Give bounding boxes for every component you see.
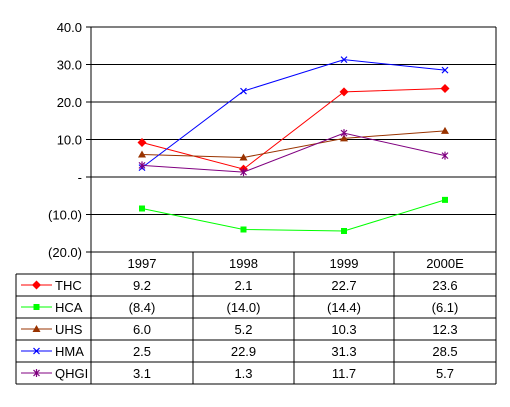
y-tick-labels: 40.0 30.0 20.0 10.0 - (10.0) (20.0): [48, 20, 82, 260]
y-tick-label: (10.0): [48, 208, 82, 223]
legend-marker-thc: [32, 280, 41, 290]
legend-label-hma: HMA: [55, 344, 84, 359]
legend-label-thc: THC: [55, 278, 82, 293]
legend-label-uhs: UHS: [55, 322, 83, 337]
data-label-qhgi: 1.3: [234, 366, 252, 381]
y-tick-label: 10.0: [57, 133, 82, 148]
gridlines: [91, 26, 496, 253]
data-point-uhs: [441, 126, 449, 134]
data-label-hca: (6.1): [432, 300, 459, 315]
data-label-qhgi: 5.7: [436, 366, 454, 381]
data-point-hca: [341, 228, 347, 234]
data-point-thc: [440, 84, 450, 93]
data-point-uhs: [340, 134, 348, 142]
legend-marker-uhs: [32, 325, 41, 332]
data-label-uhs: 5.2: [234, 322, 252, 337]
data-label-thc: 2.1: [234, 278, 252, 293]
legend-marker-hma: [33, 347, 40, 355]
category-label: 1998: [229, 256, 258, 271]
data-point-uhs: [138, 150, 146, 158]
legend-label-qhgi: QHGI: [55, 366, 88, 381]
data-point-qhgi: [441, 151, 449, 160]
category-label: 1997: [128, 256, 157, 271]
data-point-hca: [139, 205, 145, 212]
data-point-uhs: [239, 153, 248, 161]
data-label-thc: 9.2: [133, 278, 151, 293]
series-line-hca: [141, 199, 446, 232]
data-point-qhgi: [138, 161, 146, 170]
series-line-thc: [141, 88, 446, 170]
data-table: 1997 1998 1999 2000E THC 9.2 2.1 22.7 23.6 HCA (8.…: [15, 251, 497, 385]
axes: [86, 26, 497, 253]
y-tick-label: 30.0: [57, 58, 82, 73]
data-label-hca: (8.4): [129, 300, 156, 315]
legend-label-hca: HCA: [55, 300, 83, 315]
data-point-qhgi: [240, 168, 247, 177]
series-line-qhgi: [141, 132, 446, 173]
y-tick-label: (20.0): [48, 245, 82, 260]
data-label-qhgi: 3.1: [133, 366, 151, 381]
data-point-hma: [340, 56, 348, 64]
series-lines: [137, 56, 450, 234]
category-label: 2000E: [426, 256, 464, 271]
data-label-hma: 31.3: [331, 344, 356, 359]
data-label-hca: (14.0): [227, 300, 261, 315]
legend-marker-hca: [33, 304, 40, 310]
y-tick-label: 20.0: [57, 95, 82, 110]
series-line-hma: [141, 59, 446, 169]
data-point-hma: [441, 66, 449, 74]
series-line-uhs: [141, 130, 446, 159]
data-point-hca: [442, 196, 448, 203]
data-label-uhs: 12.3: [432, 322, 457, 337]
category-label: 1999: [330, 256, 359, 271]
data-point-qhgi: [340, 129, 348, 138]
data-label-hma: 22.9: [231, 344, 256, 359]
data-label-thc: 22.7: [331, 278, 356, 293]
data-point-thc: [339, 87, 349, 97]
data-label-uhs: 6.0: [133, 322, 151, 337]
y-tick-label: -: [78, 170, 82, 185]
data-point-hca: [240, 226, 247, 233]
data-label-thc: 23.6: [432, 278, 457, 293]
data-point-hma: [240, 87, 247, 95]
data-label-hca: (14.4): [327, 300, 361, 315]
y-tick-label: 40.0: [57, 20, 82, 35]
data-label-hma: 28.5: [432, 344, 457, 359]
data-label-qhgi: 11.7: [332, 366, 356, 381]
data-point-thc: [137, 138, 147, 147]
data-label-uhs: 10.3: [331, 322, 356, 337]
data-label-hma: 2.5: [133, 344, 151, 359]
legend-marker-qhgi: [33, 369, 40, 377]
